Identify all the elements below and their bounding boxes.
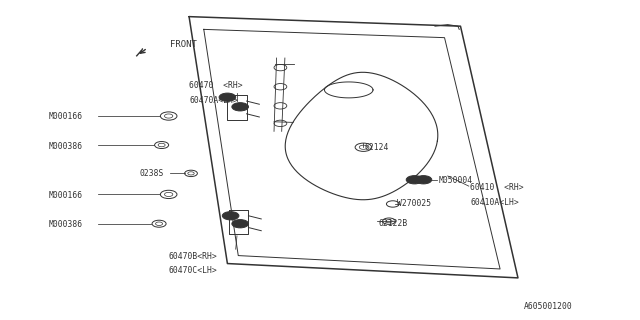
- Text: 62124: 62124: [365, 143, 389, 152]
- Text: 60470  <RH>: 60470 <RH>: [189, 81, 243, 90]
- Circle shape: [232, 220, 248, 228]
- Text: 0238S: 0238S: [140, 169, 164, 178]
- Circle shape: [219, 93, 236, 101]
- Circle shape: [232, 103, 248, 111]
- Text: M000386: M000386: [49, 220, 83, 229]
- Text: 60410A<LH>: 60410A<LH>: [470, 197, 519, 206]
- Circle shape: [415, 176, 432, 184]
- Text: 60470C<LH>: 60470C<LH>: [169, 266, 218, 276]
- Text: M000386: M000386: [49, 142, 83, 151]
- Circle shape: [406, 176, 423, 184]
- Circle shape: [222, 212, 239, 220]
- Text: 60470B<RH>: 60470B<RH>: [169, 252, 218, 261]
- Text: A605001200: A605001200: [524, 302, 573, 311]
- Text: 60470A<LH>: 60470A<LH>: [189, 96, 238, 105]
- Text: 62122B: 62122B: [379, 219, 408, 228]
- Text: W270025: W270025: [397, 199, 431, 208]
- Text: M000166: M000166: [49, 113, 83, 122]
- Text: 60410  <RH>: 60410 <RH>: [470, 183, 524, 192]
- Text: FRONT: FRONT: [170, 40, 197, 49]
- Text: M050004: M050004: [438, 176, 472, 185]
- Text: M000166: M000166: [49, 191, 83, 200]
